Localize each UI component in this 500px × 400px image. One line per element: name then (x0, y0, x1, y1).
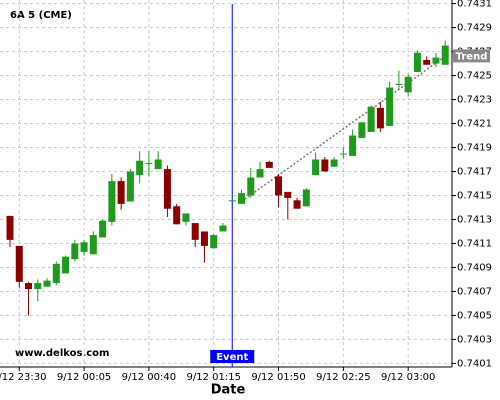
event-label-box (210, 350, 255, 363)
candle-body (182, 213, 190, 222)
candle-body (275, 176, 283, 196)
chart-title: 6A 5 (CME) (10, 10, 72, 21)
candle-body (423, 59, 431, 65)
y-tick-label: 0.7401 (457, 358, 492, 369)
y-tick-label: 0.7429 (457, 23, 492, 34)
candle-body (413, 52, 421, 72)
candle-body (339, 153, 347, 155)
candle-body (191, 223, 199, 240)
candle-body (62, 256, 70, 274)
candle-body (34, 283, 42, 290)
trend-label-box (453, 49, 490, 63)
candle-body (126, 171, 134, 202)
x-tick-label: 9/12 02:25 (316, 372, 370, 383)
candle-body (321, 159, 329, 172)
candle-body (228, 200, 236, 202)
candle-body (6, 215, 14, 240)
candle-body (358, 122, 366, 138)
y-tick-label: 0.7431 (457, 0, 492, 10)
y-tick-label: 0.7403 (457, 334, 492, 345)
x-tick-label: 9/12 01:15 (186, 372, 240, 383)
y-tick-label: 0.7407 (457, 286, 492, 297)
y-tick-label: 0.7417 (457, 167, 492, 178)
candle-body (247, 177, 255, 196)
y-tick-label: 0.7415 (457, 190, 492, 201)
candle-body (210, 235, 218, 249)
candle-body (136, 160, 144, 176)
candle-body (441, 45, 449, 65)
x-axis-label: Date (211, 383, 246, 398)
candle-body (15, 245, 23, 282)
y-tick-label: 0.7409 (457, 262, 492, 273)
candle-body (219, 225, 227, 232)
y-tick-label: 0.7425 (457, 71, 492, 82)
event-label: Event (216, 352, 248, 363)
candle-body (238, 193, 245, 204)
candle-body (163, 169, 171, 209)
candle-body (71, 243, 79, 260)
candle-body (99, 220, 107, 238)
x-tick-label: 9/12 23:30 (0, 372, 46, 383)
candle-body (89, 235, 97, 255)
candle-body (293, 200, 301, 209)
y-tick-label: 0.7411 (457, 238, 492, 249)
y-tick-label: 0.7413 (457, 214, 492, 225)
y-tick-label: 0.7405 (457, 310, 492, 321)
candle-body (284, 191, 292, 198)
candle-body (404, 76, 412, 93)
candle-body (145, 163, 153, 165)
candle-body (349, 135, 357, 156)
y-tick-label: 0.7421 (457, 119, 492, 130)
candle-body (386, 87, 394, 126)
x-tick-label: 9/12 00:05 (57, 372, 111, 383)
candle-body (256, 169, 264, 178)
candle-body (173, 206, 181, 225)
candle-body (108, 181, 116, 222)
trend-label: Trend (456, 51, 488, 62)
candle-body (25, 283, 33, 290)
candle-body (265, 161, 273, 168)
x-tick-label: 9/12 03:00 (381, 372, 435, 383)
candle-body (367, 106, 375, 132)
candle-body (52, 263, 60, 284)
watermark: www.delkos.com (15, 348, 109, 359)
candle-body (395, 83, 403, 85)
y-tick-label: 0.7423 (457, 95, 492, 106)
candle-body (43, 280, 51, 287)
candle-body (432, 57, 440, 64)
candle-body (117, 181, 125, 204)
candle-body (80, 242, 88, 252)
candle-body (302, 189, 310, 207)
y-tick-label: 0.7419 (457, 143, 492, 154)
x-tick-label: 9/12 00:40 (122, 372, 176, 383)
candle-body (330, 159, 338, 167)
candle-body (200, 231, 208, 246)
candle-body (312, 159, 320, 176)
x-tick-label: 9/12 01:50 (251, 372, 305, 383)
candle-body (376, 107, 384, 129)
candle-body (154, 159, 162, 170)
